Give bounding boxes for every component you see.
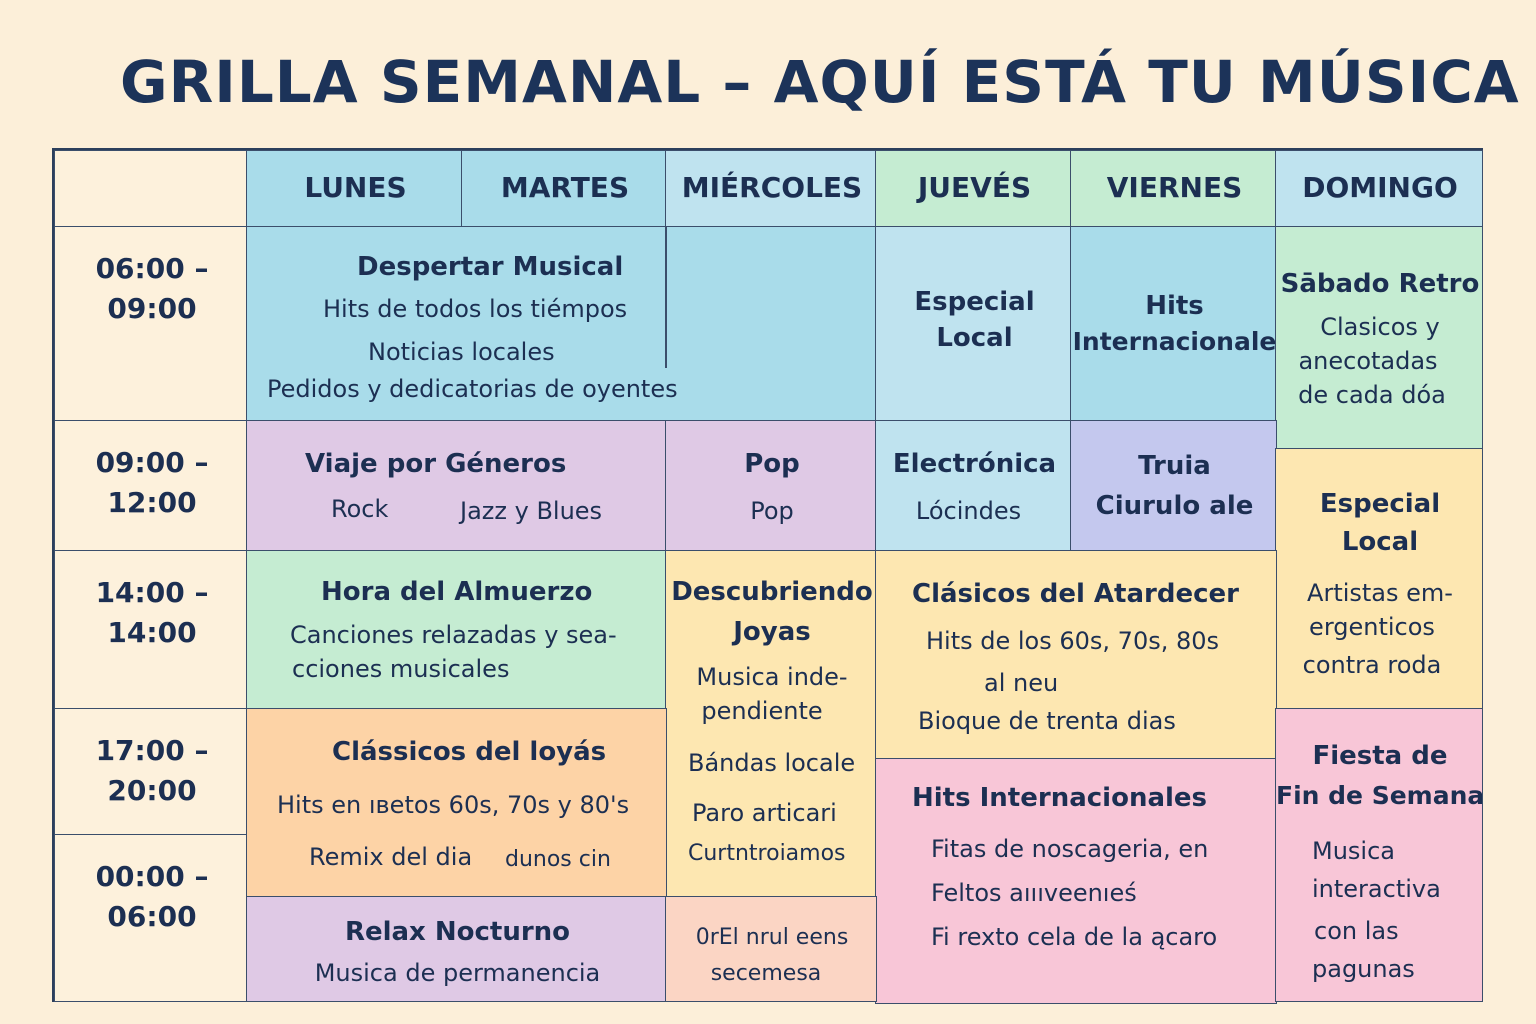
header-viernes: VIERNES	[1070, 150, 1277, 228]
schedule-grid: LUNES MARTES MIÉRCOLES JUEVÉS VIERNES DO…	[52, 148, 1483, 1004]
corner-cell	[54, 150, 248, 228]
program-hits-internacionale-viernes: Hits Internacionale	[1070, 226, 1277, 422]
program-especial-local-jueves: Especial Local	[875, 226, 1072, 422]
time-slot-5: 00:00 – 06:00	[54, 834, 248, 1002]
header-miercoles: MIÉRCOLES	[665, 150, 877, 228]
page-title: GRILLA SEMANAL – AQUÍ ESTÁ TU MÚSICA	[120, 48, 1520, 116]
program-electronica: Electrónica Lócindes	[875, 420, 1072, 552]
program-pop: Pop Pop	[665, 420, 877, 552]
program-sabado-retro: Sābado Retro Clasicos y anecotadas de ca…	[1275, 226, 1483, 450]
program-relax-nocturno: Relax Nocturno Musica de permanencia	[246, 896, 667, 1002]
header-domingo: DOMINGO	[1275, 150, 1483, 228]
program-hora-del-almuerzo: Hora del Almuerzo Canciones relazadas y …	[246, 550, 667, 710]
program-orel: 0rEl nrul eens secemesa	[665, 896, 877, 1002]
divider-line	[665, 226, 667, 368]
time-slot-1: 06:00 – 09:00	[54, 226, 248, 422]
program-descubriendo-joyas: Descubriendo Joyas Musica inde- pendient…	[665, 550, 877, 898]
header-lunes: LUNES	[246, 150, 463, 228]
program-viaje-por-generos: Viaje por Géneros Rock Jazz y Blues	[246, 420, 667, 552]
time-slot-3: 14:00 – 14:00	[54, 550, 248, 710]
program-hits-internacionales: Hits Internacionales Fitas de noscageria…	[875, 758, 1277, 1004]
program-despertar-musical: Despertar Musical Hits de todos los tiém…	[246, 226, 877, 422]
program-clasicos-del-atardecer: Clásicos del Atardecer Hits de los 60s, …	[875, 550, 1277, 760]
header-jueves: JUEVÉS	[875, 150, 1072, 228]
program-fiesta-de-fin-de-semana: Fiesta de Fin de Semana Musica interacti…	[1275, 708, 1483, 1002]
header-martes: MARTES	[461, 150, 667, 228]
program-truia: Truia Ciurulo ale	[1070, 420, 1277, 552]
program-especial-local-domingo: Especial Local Artistas em- ergenticos c…	[1275, 448, 1483, 710]
time-slot-2: 09:00 – 12:00	[54, 420, 248, 552]
time-slot-4: 17:00 – 20:00	[54, 708, 248, 836]
program-classicos-del-loyas: Clássicos del loyás Hits en ıвetos 60s, …	[246, 708, 667, 898]
